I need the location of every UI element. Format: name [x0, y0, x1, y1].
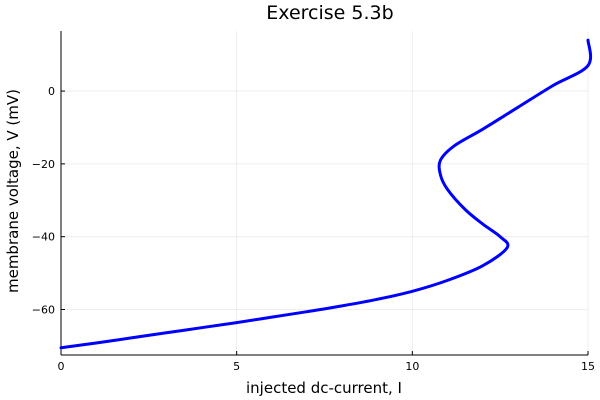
series-line-0	[59, 38, 593, 350]
chart-title: Exercise 5.3b	[266, 2, 393, 24]
grid	[60, 31, 589, 355]
x-tick-label: 5	[233, 360, 240, 373]
series-group	[59, 38, 593, 350]
y-ticks: −60 −40 −20 0	[32, 85, 65, 316]
y-tick-label: −60	[32, 303, 55, 316]
y-tick-label: −20	[32, 158, 55, 171]
x-tick-label: 10	[405, 360, 419, 373]
x-tick-label: 15	[581, 360, 595, 373]
y-tick-label: 0	[48, 85, 55, 98]
axes	[60, 31, 588, 356]
y-tick-label: −40	[32, 231, 55, 244]
y-axis-label: membrane voltage, V (mV)	[4, 89, 22, 293]
x-ticks: 0 5 10 15	[58, 351, 595, 373]
x-axis-label: injected dc-current, I	[246, 379, 402, 397]
x-tick-label: 0	[58, 360, 65, 373]
